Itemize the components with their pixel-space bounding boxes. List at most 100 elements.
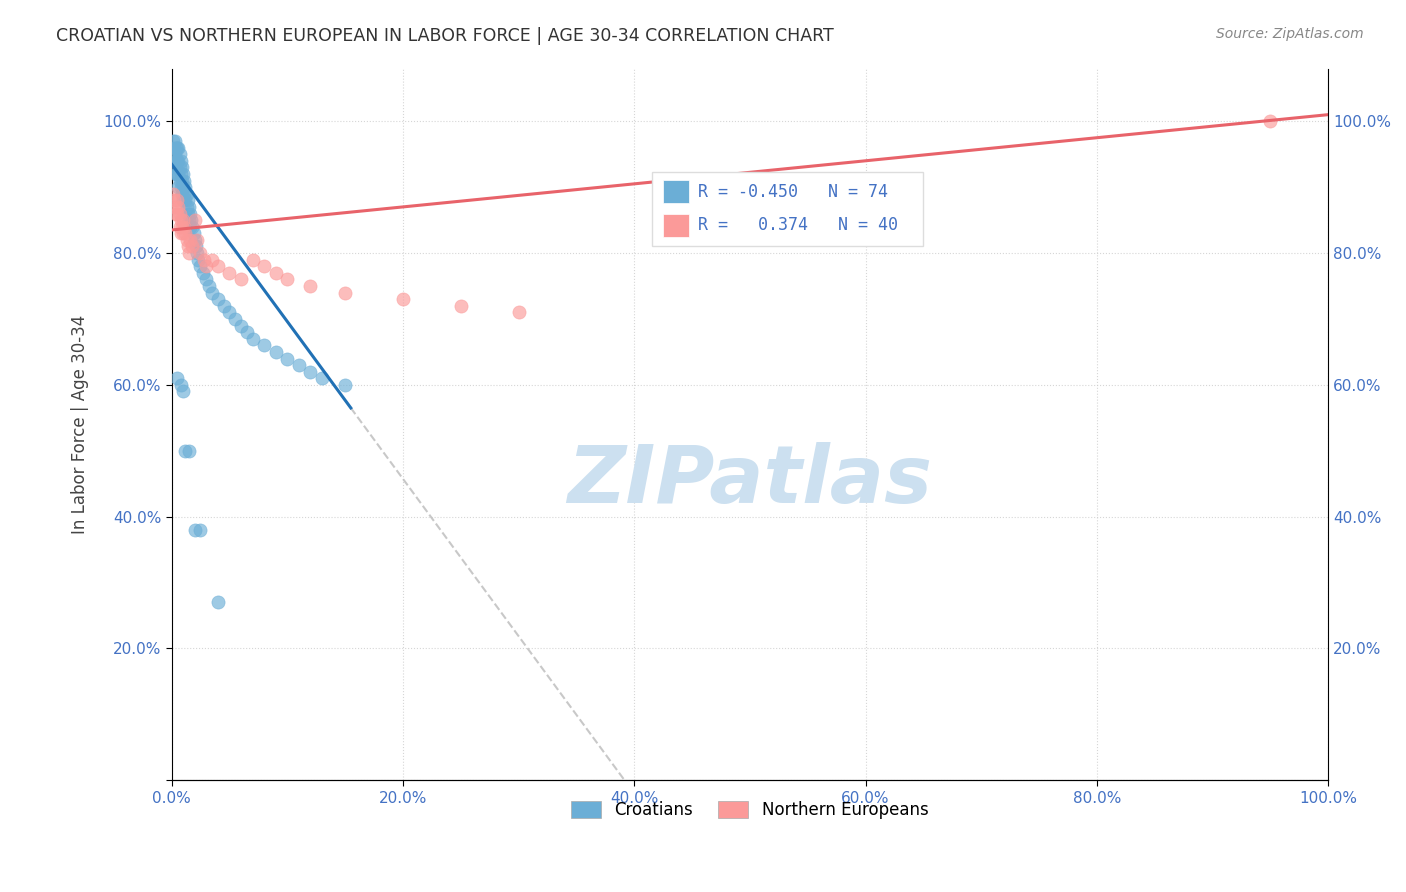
Point [179,206,201,220]
Point [176,233,198,247]
Point [169,147,191,161]
Point [165,167,187,181]
Point [218,305,240,319]
Point [177,194,200,208]
Point [212,299,235,313]
Point [180,213,202,227]
Point [207,595,229,609]
Point [167,180,190,194]
Point [166,140,188,154]
Point [170,153,193,168]
Point [242,332,264,346]
Point [174,227,197,241]
Point [190,523,212,537]
Point [163,161,186,175]
Point [253,338,276,352]
Point [176,200,198,214]
Point [183,233,205,247]
Point [162,134,184,148]
Point [229,272,252,286]
Point [170,161,193,175]
Point [190,246,212,260]
Point [166,167,188,181]
Point [333,285,356,300]
Point [170,180,193,194]
Point [184,239,207,253]
Point [218,266,240,280]
Point [1258,114,1281,128]
Point [450,299,472,313]
Point [163,134,186,148]
Point [229,318,252,333]
Text: ZIPatlas: ZIPatlas [568,442,932,520]
Point [169,161,191,175]
Point [181,239,204,253]
Point [163,147,186,161]
Point [177,206,200,220]
Point [242,252,264,267]
Point [173,186,195,201]
Point [163,194,186,208]
Point [197,279,219,293]
Point [207,259,229,273]
Point [179,219,201,234]
Point [166,371,188,385]
Point [201,285,224,300]
Point [193,252,215,267]
Point [264,345,287,359]
Point [173,173,195,187]
Point [264,266,287,280]
Point [253,259,276,273]
Point [169,206,191,220]
Point [165,140,187,154]
Point [392,292,415,306]
FancyBboxPatch shape [651,172,924,246]
Legend: Croatians, Northern Europeans: Croatians, Northern Europeans [565,794,935,825]
Point [167,140,190,154]
Point [172,194,194,208]
Point [299,279,322,293]
Point [177,239,200,253]
Point [169,219,191,234]
Point [333,377,356,392]
Text: CROATIAN VS NORTHERN EUROPEAN IN LABOR FORCE | AGE 30-34 CORRELATION CHART: CROATIAN VS NORTHERN EUROPEAN IN LABOR F… [56,27,834,45]
Text: Source: ZipAtlas.com: Source: ZipAtlas.com [1216,27,1364,41]
Point [172,167,194,181]
Point [177,246,200,260]
Point [179,233,201,247]
Point [183,227,205,241]
Text: R =   0.374   N = 40: R = 0.374 N = 40 [697,216,898,234]
Point [167,167,190,181]
Point [170,167,193,181]
Point [190,259,212,273]
Point [170,213,193,227]
Point [191,266,214,280]
Point [170,227,193,241]
FancyBboxPatch shape [664,180,689,203]
Point [174,180,197,194]
Text: R = -0.450   N = 74: R = -0.450 N = 74 [697,183,887,201]
Point [276,351,298,366]
Point [172,180,194,194]
Point [165,206,187,220]
Point [201,252,224,267]
Point [174,443,197,458]
Y-axis label: In Labor Force | Age 30-34: In Labor Force | Age 30-34 [72,315,89,534]
Point [299,365,322,379]
Point [170,377,193,392]
Point [166,206,188,220]
Point [166,194,188,208]
Point [170,186,193,201]
Point [167,153,190,168]
FancyBboxPatch shape [664,214,689,236]
Point [163,140,186,154]
Point [186,246,208,260]
Point [172,384,194,399]
Point [195,259,218,273]
Point [173,219,195,234]
Point [183,213,205,227]
Point [187,252,209,267]
Point [169,173,191,187]
Point [177,200,200,214]
Point [181,219,204,234]
